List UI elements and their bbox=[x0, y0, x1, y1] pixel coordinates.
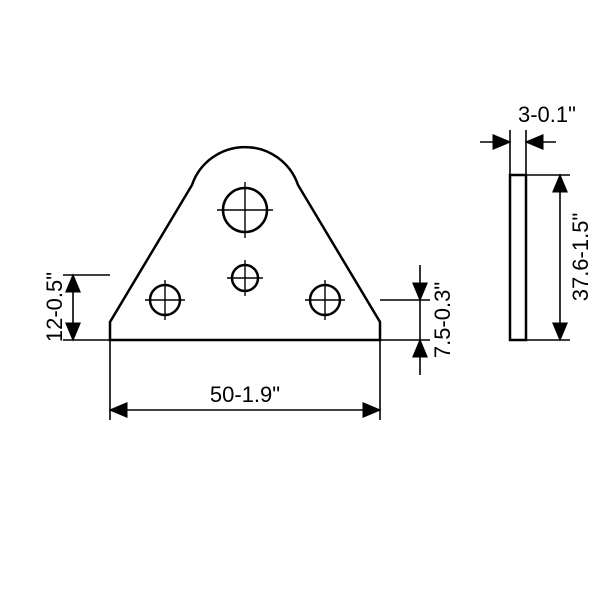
dim-hole-row-height-label: 12-0.5" bbox=[42, 272, 67, 342]
dim-side-height: 37.6-1.5" bbox=[526, 175, 593, 340]
hole-left bbox=[145, 280, 185, 320]
hole-right bbox=[305, 280, 345, 320]
hole-mid bbox=[227, 260, 263, 296]
dim-side-height-label: 37.6-1.5" bbox=[568, 213, 593, 302]
dim-side-thickness-label: 3-0.1" bbox=[518, 102, 576, 127]
dim-base-width: 50-1.9" bbox=[110, 340, 380, 420]
technical-drawing: 50-1.9" 12-0.5" 7.5-0.3" 3-0.1" 37.6-1.5… bbox=[0, 0, 600, 600]
hole-top bbox=[217, 182, 273, 238]
dim-hole-from-base-label: 7.5-0.3" bbox=[430, 282, 455, 358]
side-view bbox=[510, 175, 526, 340]
dim-side-thickness: 3-0.1" bbox=[480, 102, 576, 175]
dim-base-width-label: 50-1.9" bbox=[210, 382, 280, 407]
front-view bbox=[110, 147, 380, 340]
dim-hole-from-base: 7.5-0.3" bbox=[380, 265, 455, 375]
dim-hole-row-height: 12-0.5" bbox=[42, 272, 110, 342]
